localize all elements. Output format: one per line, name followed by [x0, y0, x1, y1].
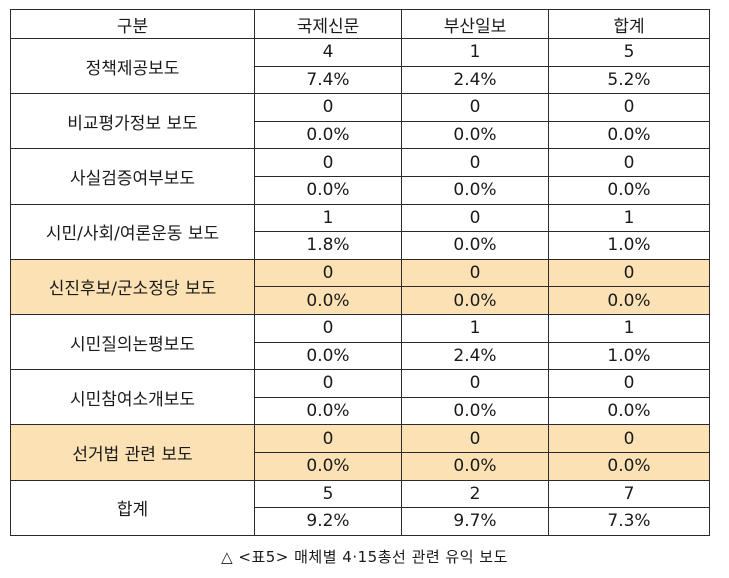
count-cell: 5 — [254, 479, 402, 509]
header-category: 구분 — [10, 9, 255, 39]
percent-cell: 5.2% — [548, 65, 710, 95]
header-kookje: 국제신문 — [254, 9, 402, 39]
percent-cell: 1.0% — [548, 341, 710, 371]
count-cell: 0 — [401, 93, 549, 122]
header-row: 구분 국제신문 부산일보 합계 — [10, 9, 710, 39]
category-label: 비교평가정보 보도 — [10, 93, 255, 150]
percent-cell: 9.2% — [254, 507, 402, 536]
percent-cell: 0.0% — [254, 451, 402, 481]
count-cell: 0 — [254, 93, 402, 122]
table-caption: △ <표5> 매체별 4·15총선 관련 유익 보도 — [221, 548, 508, 566]
count-row: 합계 5 2 7 — [10, 479, 710, 536]
category-label: 정책제공보도 — [10, 37, 255, 95]
percent-cell: 0.0% — [401, 231, 549, 260]
count-cell: 5 — [548, 38, 710, 67]
percent-cell: 0.0% — [401, 175, 549, 205]
count-cell: 0 — [254, 258, 402, 288]
category-label: 시민참여소개보도 — [10, 369, 255, 426]
percent-cell: 0.0% — [254, 120, 402, 150]
category-label: 시민질의논평보도 — [10, 313, 255, 371]
category-label: 합계 — [10, 479, 255, 536]
count-cell: 2 — [401, 479, 549, 509]
percent-cell: 0.0% — [254, 175, 402, 205]
count-row: 정책제공보도 4 1 5 — [10, 37, 710, 95]
count-row: 신진후보/군소정당 보도 0 0 0 — [10, 258, 710, 315]
percent-cell: 0.0% — [401, 451, 549, 481]
percent-cell: 1.8% — [254, 231, 402, 260]
header-busan: 부산일보 — [401, 9, 549, 39]
percent-row: 0.0% 0.0% 0.0% — [11, 286, 710, 315]
count-cell: 0 — [548, 258, 710, 288]
media-coverage-table: 구분 국제신문 부산일보 합계 정책제공보도 4 1 5 7.4% 2.4% 5.2% 비교평… — [10, 9, 710, 536]
category-label: 사실검증여부보도 — [10, 148, 255, 205]
percent-cell: 0.0% — [254, 341, 402, 371]
category-label: 시민/사회/여론운동 보도 — [10, 203, 255, 260]
count-row: 시민질의논평보도 0 1 1 — [10, 313, 710, 371]
percent-cell: 0.0% — [401, 286, 549, 315]
percent-row: 0.0% 0.0% 0.0% — [11, 175, 710, 205]
percent-row: 0.0% 0.0% 0.0% — [11, 120, 710, 150]
count-cell: 0 — [548, 148, 710, 177]
percent-cell: 0.0% — [548, 286, 710, 315]
percent-cell: 2.4% — [401, 65, 549, 95]
percent-row: 0.0% 2.4% 1.0% — [11, 341, 710, 371]
count-cell: 1 — [401, 313, 549, 343]
count-cell: 0 — [548, 93, 710, 122]
count-cell: 1 — [548, 313, 710, 343]
count-cell: 0 — [548, 424, 710, 453]
count-cell: 1 — [548, 203, 710, 233]
count-cell: 1 — [254, 203, 402, 233]
category-label: 선거법 관련 보도 — [10, 424, 255, 481]
percent-row: 1.8% 0.0% 1.0% — [11, 231, 710, 260]
count-cell: 0 — [254, 424, 402, 453]
count-cell: 0 — [254, 313, 402, 343]
percent-cell: 2.4% — [401, 341, 549, 371]
percent-cell: 0.0% — [254, 396, 402, 426]
count-row: 사실검증여부보도 0 0 0 — [10, 148, 710, 205]
percent-cell: 0.0% — [548, 175, 710, 205]
count-cell: 0 — [401, 424, 549, 453]
count-cell: 1 — [401, 38, 549, 67]
percent-cell: 0.0% — [401, 396, 549, 426]
percent-cell: 7.3% — [548, 507, 710, 536]
percent-cell: 7.4% — [254, 65, 402, 95]
count-row: 시민참여소개보도 0 0 0 — [10, 369, 710, 426]
count-cell: 0 — [401, 148, 549, 177]
percent-cell: 9.7% — [401, 507, 549, 536]
header-total: 합계 — [548, 9, 710, 39]
percent-cell: 0.0% — [254, 286, 402, 315]
count-cell: 0 — [401, 258, 549, 288]
count-cell: 0 — [254, 148, 402, 177]
percent-cell: 0.0% — [548, 120, 710, 150]
count-row: 비교평가정보 보도 0 0 0 — [10, 93, 710, 150]
percent-cell: 1.0% — [548, 231, 710, 260]
count-cell: 0 — [548, 369, 710, 398]
percent-cell: 0.0% — [548, 396, 710, 426]
category-label: 신진후보/군소정당 보도 — [10, 258, 255, 315]
count-cell: 0 — [401, 369, 549, 398]
count-cell: 0 — [401, 203, 549, 233]
count-cell: 0 — [254, 369, 402, 398]
percent-cell: 0.0% — [548, 451, 710, 481]
percent-row: 0.0% 0.0% 0.0% — [11, 396, 710, 426]
count-cell: 7 — [548, 479, 710, 509]
percent-row: 7.4% 2.4% 5.2% — [11, 65, 710, 95]
count-row: 시민/사회/여론운동 보도 1 0 1 — [10, 203, 710, 260]
percent-cell: 0.0% — [401, 120, 549, 150]
percent-row: 9.2% 9.7% 7.3% — [11, 507, 710, 536]
count-cell: 4 — [254, 38, 402, 67]
count-row: 선거법 관련 보도 0 0 0 — [10, 424, 710, 481]
